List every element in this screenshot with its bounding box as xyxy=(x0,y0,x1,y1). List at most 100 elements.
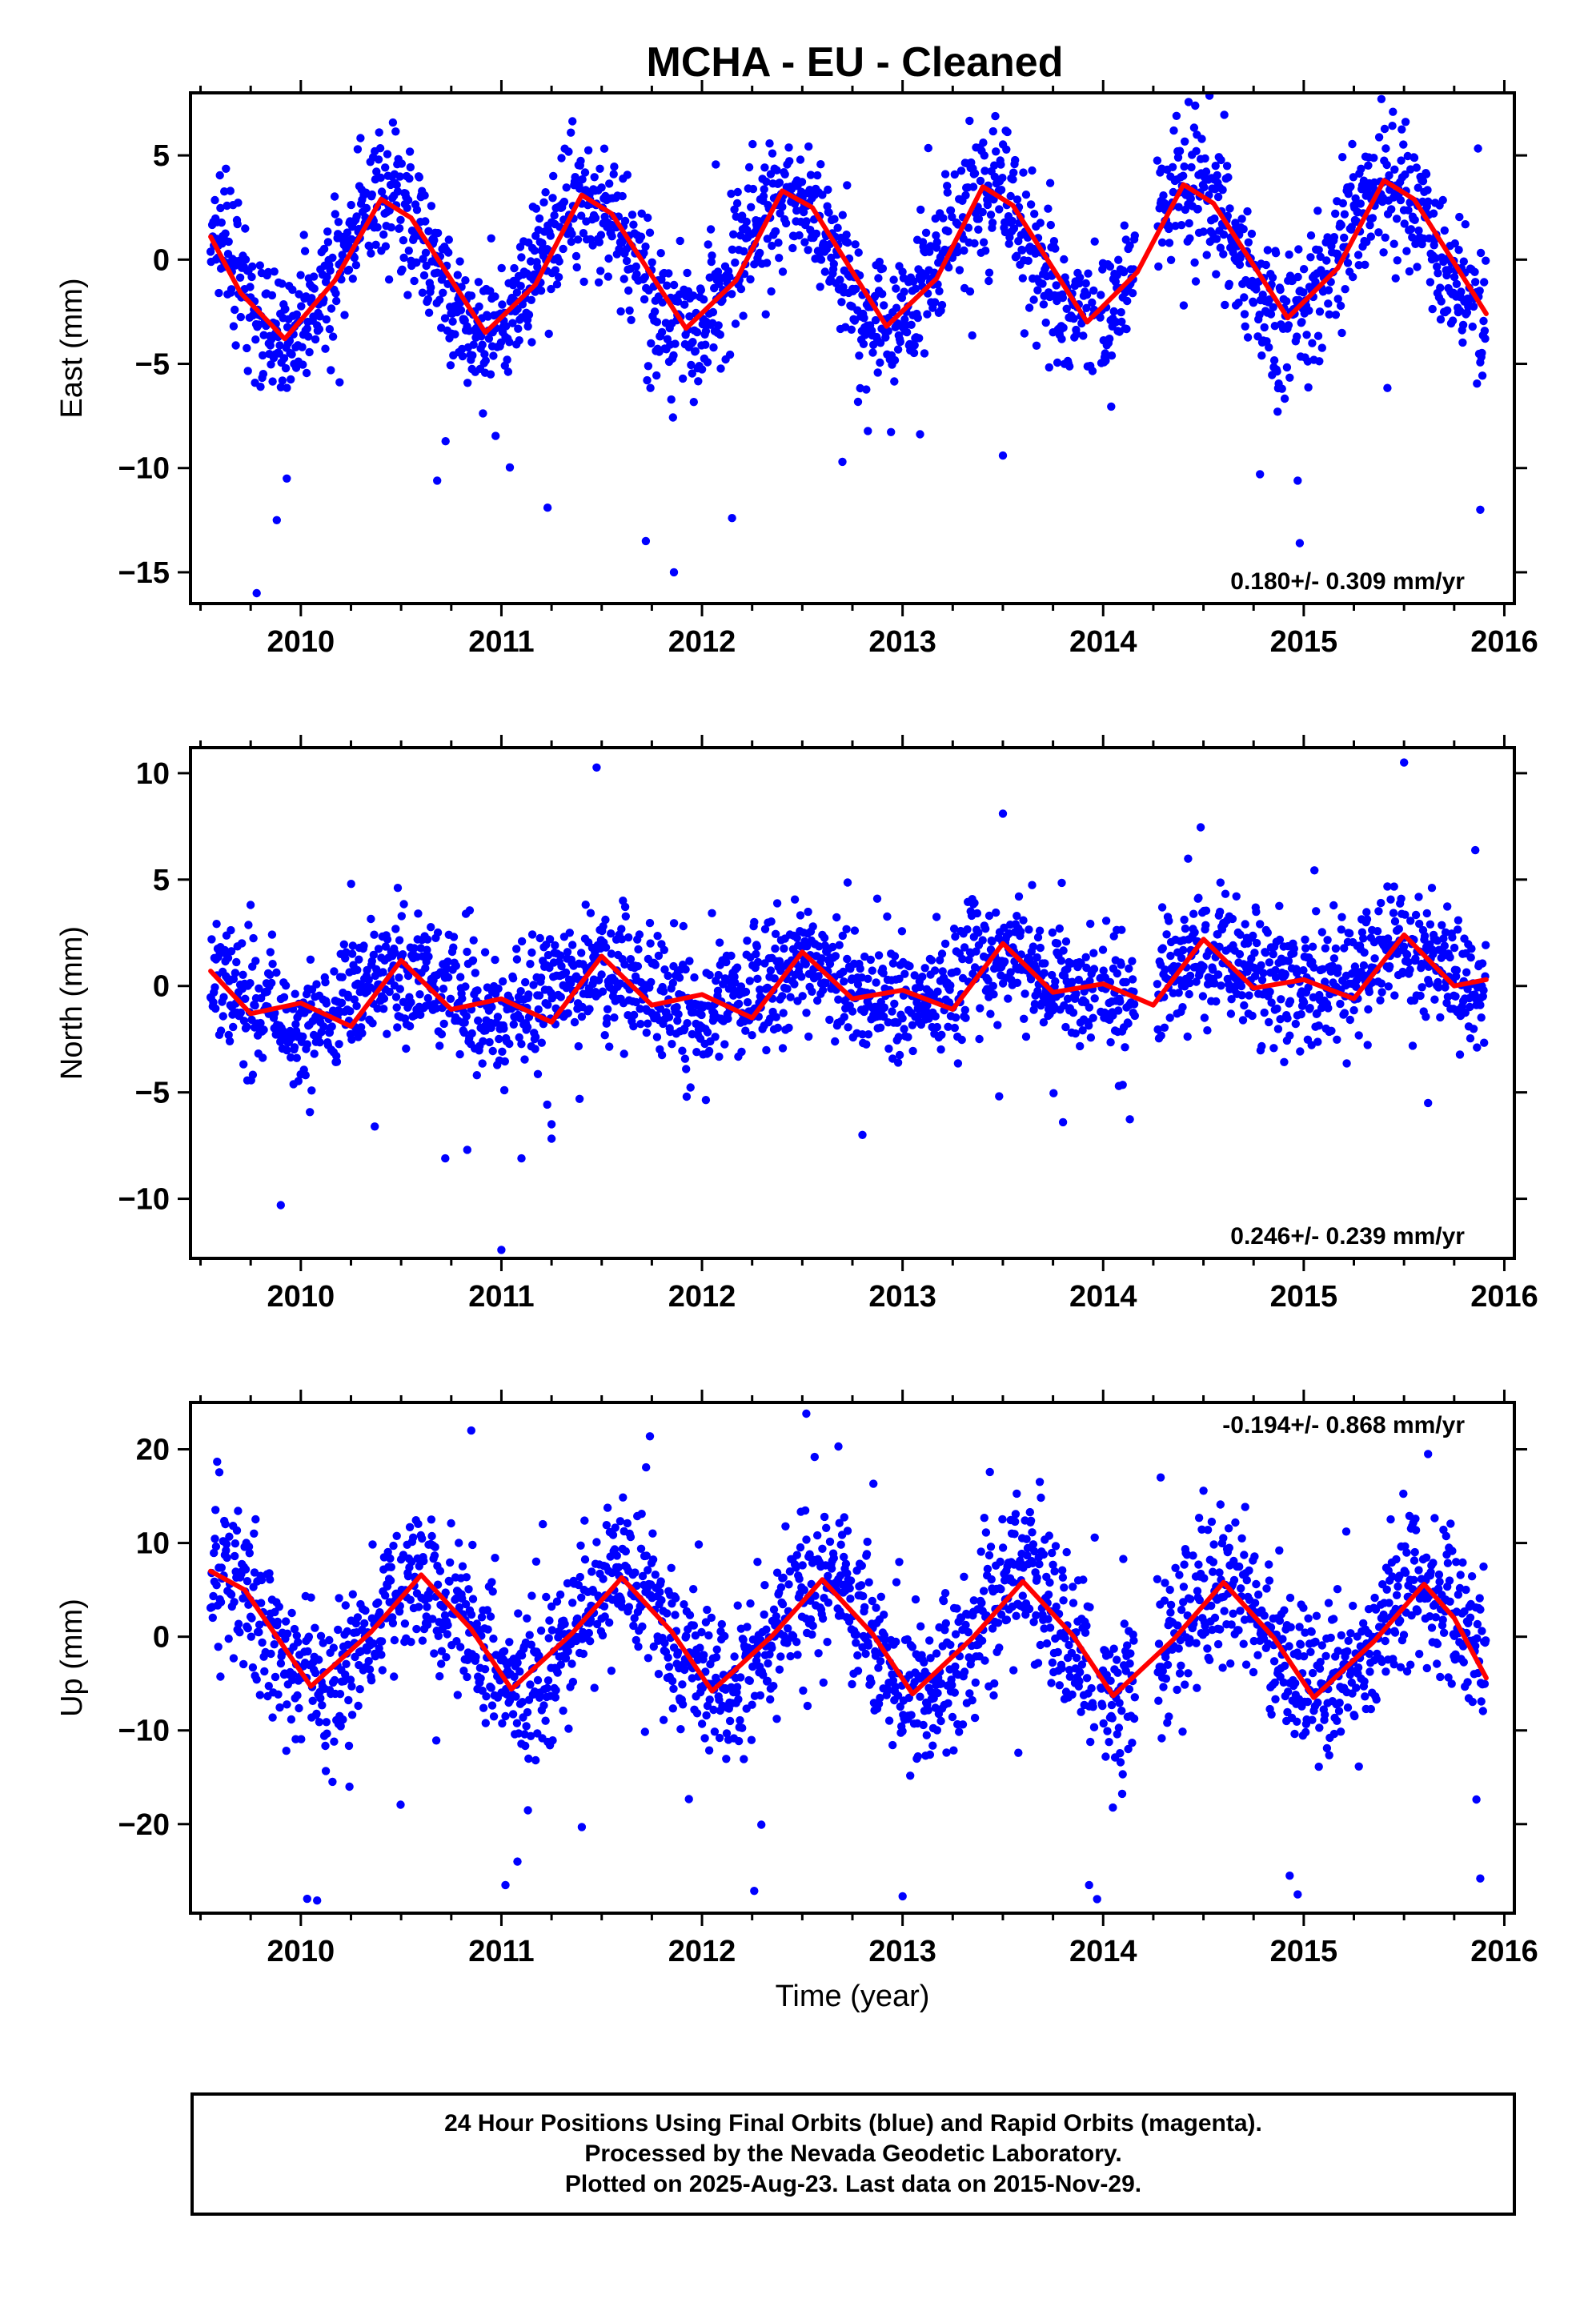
data-point xyxy=(1237,981,1246,991)
data-point xyxy=(795,231,804,240)
data-point xyxy=(668,978,677,988)
data-point xyxy=(931,1012,940,1021)
data-point xyxy=(543,1100,551,1109)
data-point xyxy=(222,164,231,173)
data-point xyxy=(1427,884,1437,893)
data-point xyxy=(577,211,586,220)
x-tick-label: 2013 xyxy=(868,1280,936,1314)
data-point xyxy=(1113,969,1122,978)
data-point xyxy=(1048,928,1057,937)
data-point xyxy=(373,1004,382,1013)
data-point xyxy=(1128,975,1137,984)
data-point xyxy=(742,217,751,227)
data-point xyxy=(604,254,613,263)
data-point xyxy=(1039,1018,1049,1027)
data-point xyxy=(535,214,544,223)
data-point xyxy=(898,267,907,276)
data-point xyxy=(995,1092,1004,1101)
data-point xyxy=(531,1045,539,1053)
data-point xyxy=(624,933,633,942)
data-point xyxy=(720,1040,729,1049)
data-point xyxy=(657,1050,667,1060)
data-point xyxy=(301,1071,310,1080)
data-point xyxy=(963,925,972,934)
data-point xyxy=(708,251,716,260)
data-point xyxy=(505,1638,514,1647)
data-point xyxy=(646,383,655,392)
data-point xyxy=(499,1647,509,1655)
data-point xyxy=(996,160,1005,169)
data-point xyxy=(539,1519,547,1529)
data-point xyxy=(474,278,483,287)
data-point xyxy=(276,1659,286,1668)
data-point xyxy=(577,949,586,957)
data-point xyxy=(331,210,339,219)
data-point xyxy=(1323,936,1332,945)
data-point xyxy=(1393,256,1402,265)
data-point xyxy=(840,977,848,986)
data-point xyxy=(1474,144,1482,153)
data-point xyxy=(259,370,268,379)
data-point xyxy=(315,325,324,334)
data-point xyxy=(1011,155,1020,165)
data-point xyxy=(943,182,952,191)
data-point xyxy=(321,1767,331,1775)
data-point xyxy=(1125,964,1133,973)
data-point xyxy=(222,1539,231,1549)
data-point xyxy=(414,1519,423,1529)
data-point xyxy=(664,971,672,981)
data-point xyxy=(369,1639,378,1648)
data-point xyxy=(864,427,872,435)
data-point xyxy=(920,349,929,358)
data-point xyxy=(1107,402,1116,411)
data-point xyxy=(979,138,988,147)
data-point xyxy=(909,348,919,358)
data-point xyxy=(991,111,1000,121)
data-point xyxy=(551,266,560,275)
data-point xyxy=(704,1046,714,1056)
data-point xyxy=(455,1049,464,1059)
data-point xyxy=(775,957,784,965)
data-point xyxy=(274,1690,283,1699)
data-point xyxy=(390,1635,399,1645)
data-point xyxy=(1235,260,1245,269)
data-point xyxy=(1424,197,1433,206)
data-point xyxy=(1189,123,1199,132)
data-point xyxy=(850,316,860,325)
data-point xyxy=(924,143,933,153)
data-point xyxy=(1046,220,1056,230)
data-point xyxy=(468,1595,478,1603)
data-point xyxy=(347,949,357,958)
data-point xyxy=(1389,882,1398,891)
data-point xyxy=(1061,1022,1070,1032)
data-point xyxy=(1426,920,1435,929)
data-point xyxy=(1184,854,1193,863)
data-point xyxy=(1085,1021,1093,1030)
data-point xyxy=(387,1563,395,1572)
data-point xyxy=(560,1619,569,1629)
data-point xyxy=(601,915,610,925)
data-point xyxy=(748,184,758,194)
data-point xyxy=(516,282,525,291)
data-point xyxy=(1422,1013,1430,1021)
data-point xyxy=(591,214,600,223)
data-point xyxy=(1121,977,1131,987)
data-point xyxy=(481,1719,490,1727)
data-point xyxy=(1261,949,1270,957)
data-point xyxy=(247,1632,255,1641)
data-point xyxy=(1402,247,1411,255)
data-point xyxy=(364,1656,373,1666)
data-point xyxy=(1201,154,1209,163)
data-point xyxy=(727,951,736,961)
data-point xyxy=(1342,1059,1351,1068)
data-point xyxy=(731,258,740,267)
data-point xyxy=(905,961,914,971)
data-point xyxy=(762,259,772,267)
data-point xyxy=(930,298,940,307)
data-point xyxy=(1244,238,1253,247)
data-point xyxy=(825,960,835,969)
data-point xyxy=(645,918,655,928)
data-point xyxy=(554,273,563,282)
data-point xyxy=(654,951,664,961)
